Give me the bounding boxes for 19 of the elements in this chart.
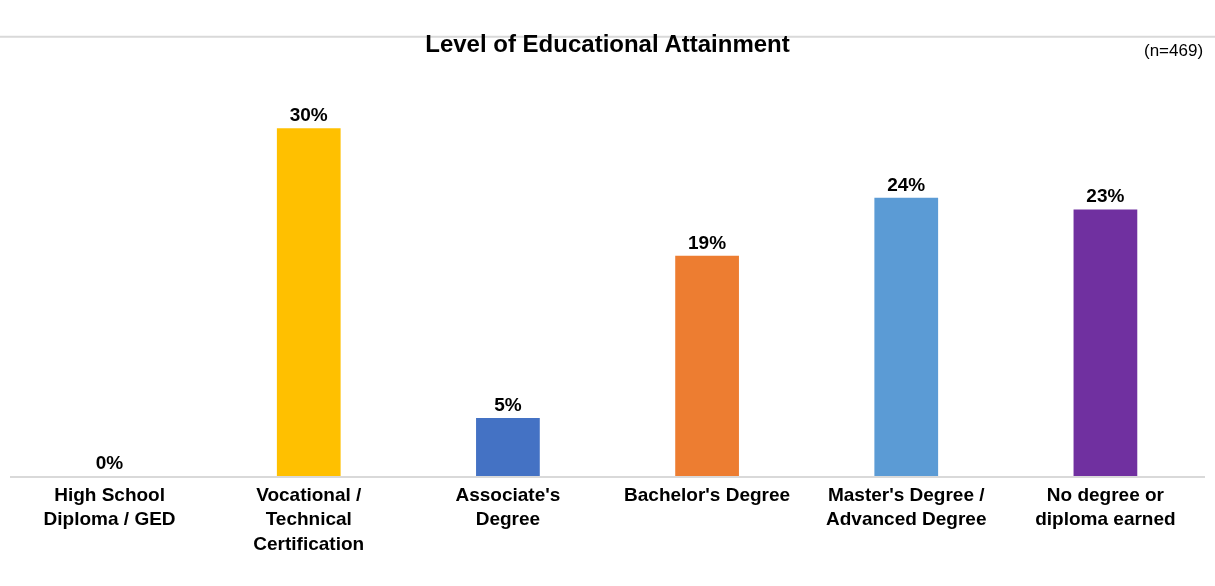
chart-title: Level of Educational Attainment <box>425 29 790 57</box>
data-label: 5% <box>494 394 522 416</box>
bar <box>675 255 739 476</box>
data-label: 24% <box>887 173 926 195</box>
x-tick-label: Associate's Degree <box>455 483 561 530</box>
x-tick-label: Vocational / Technical Certification <box>253 483 365 554</box>
x-tick-label: High School Diploma / GED <box>43 483 176 530</box>
bar <box>1073 209 1138 476</box>
bar <box>476 418 540 476</box>
bar <box>276 128 341 476</box>
data-label: 0% <box>95 452 124 473</box>
data-label: 19% <box>688 231 727 253</box>
x-tick-label: Master's Degree / Advanced Degree <box>825 483 987 530</box>
x-tick-label: No degree or diploma earned <box>1035 483 1176 530</box>
data-label: 23% <box>1086 185 1125 207</box>
x-tick-label: Bachelor's Degree <box>624 483 791 505</box>
data-label: 30% <box>289 104 328 126</box>
bar <box>874 197 939 476</box>
text: (n=469) <box>1144 41 1204 60</box>
